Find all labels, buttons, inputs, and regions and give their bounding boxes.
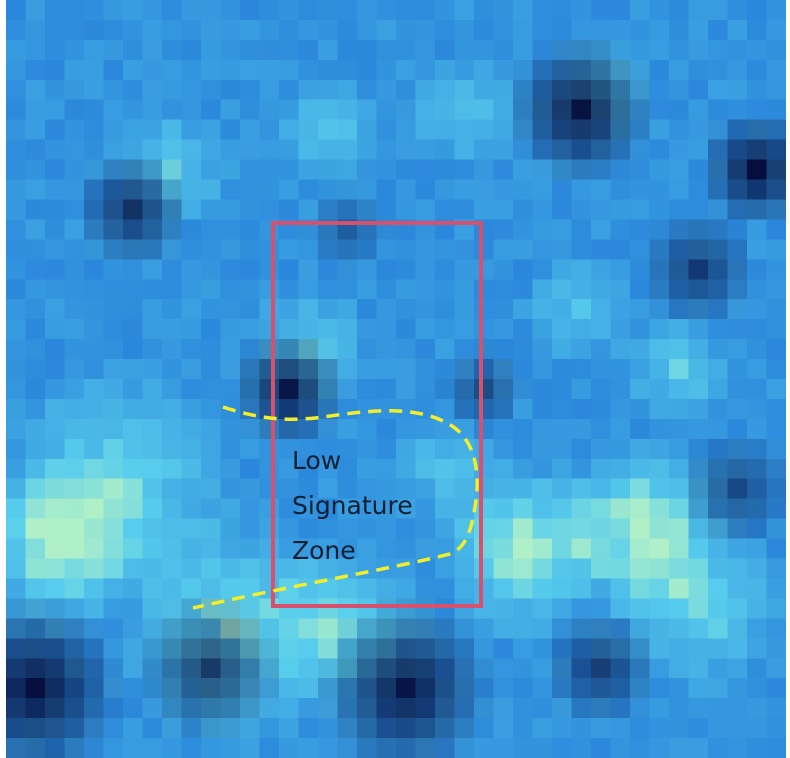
low-signature-boundary-line (192, 405, 479, 610)
zone-label-line-3: Zone (292, 536, 356, 565)
zone-label: Low Signature Zone (292, 438, 413, 573)
pixelated-heatmap-image (6, 0, 786, 758)
zone-label-line-2: Signature (292, 491, 413, 520)
highlight-rectangle (271, 221, 483, 608)
zone-label-line-1: Low (292, 446, 342, 475)
